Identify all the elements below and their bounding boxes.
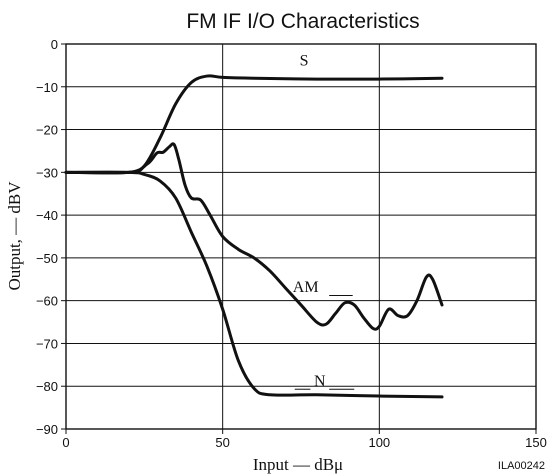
y-tick-label: −50	[36, 251, 58, 266]
figure-id: ILA00242	[498, 460, 545, 472]
y-tick-label: 0	[51, 37, 58, 52]
x-axis-label: Input — dBμ	[253, 455, 343, 474]
annotation-n: N	[314, 373, 326, 390]
y-tick-label: −30	[36, 165, 58, 180]
series-line-am	[64, 142, 444, 331]
annotations: S AM N	[293, 52, 355, 390]
x-tick-label: 100	[368, 435, 390, 450]
y-tick-label: −10	[36, 80, 58, 95]
annotation-s: S	[300, 52, 309, 69]
y-tick-label: −40	[36, 208, 58, 223]
series-group	[64, 74, 444, 399]
y-tick-label: −60	[36, 294, 58, 309]
x-tick-label: 0	[62, 435, 69, 450]
series-line-s	[64, 74, 444, 175]
x-tick-label: 150	[525, 435, 547, 450]
series-line-n	[64, 170, 444, 399]
y-axis-label: Output, — dBV	[5, 181, 24, 291]
annotation-am: AM	[293, 279, 319, 296]
y-tick-label: −80	[36, 379, 58, 394]
y-tick-label: −90	[36, 422, 58, 437]
y-tick-label: −70	[36, 336, 58, 351]
plot-frame	[65, 43, 537, 430]
x-tick-label: 50	[215, 435, 229, 450]
tick-labels: 0 −10 −20 −30 −40 −50 −60 −70 −80 −90 0 50 100 150	[36, 37, 547, 450]
y-tick-label: −20	[36, 123, 58, 138]
grid	[66, 44, 536, 429]
chart-title: FM IF I/O Characteristics	[186, 10, 419, 33]
